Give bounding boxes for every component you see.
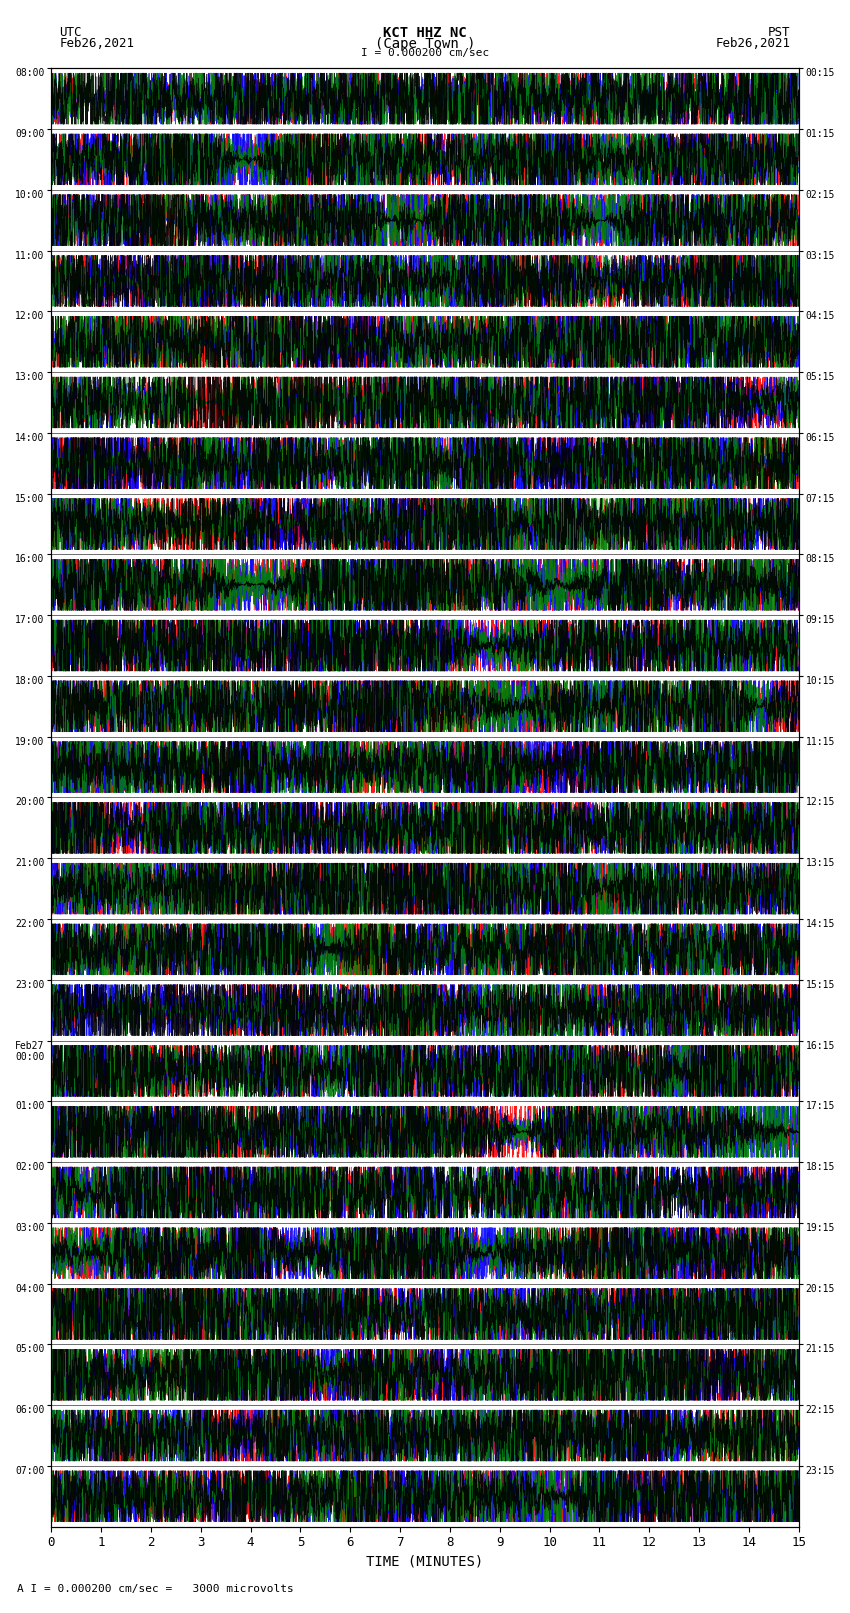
Text: A I = 0.000200 cm/sec =   3000 microvolts: A I = 0.000200 cm/sec = 3000 microvolts xyxy=(17,1584,294,1594)
Text: (Cape Town ): (Cape Town ) xyxy=(375,37,475,52)
X-axis label: TIME (MINUTES): TIME (MINUTES) xyxy=(366,1555,484,1569)
Text: I = 0.000200 cm/sec: I = 0.000200 cm/sec xyxy=(361,48,489,58)
Text: KCT HHZ NC: KCT HHZ NC xyxy=(383,26,467,40)
Text: Feb26,2021: Feb26,2021 xyxy=(716,37,790,50)
Text: Feb26,2021: Feb26,2021 xyxy=(60,37,134,50)
Text: PST: PST xyxy=(768,26,790,39)
Text: UTC: UTC xyxy=(60,26,82,39)
